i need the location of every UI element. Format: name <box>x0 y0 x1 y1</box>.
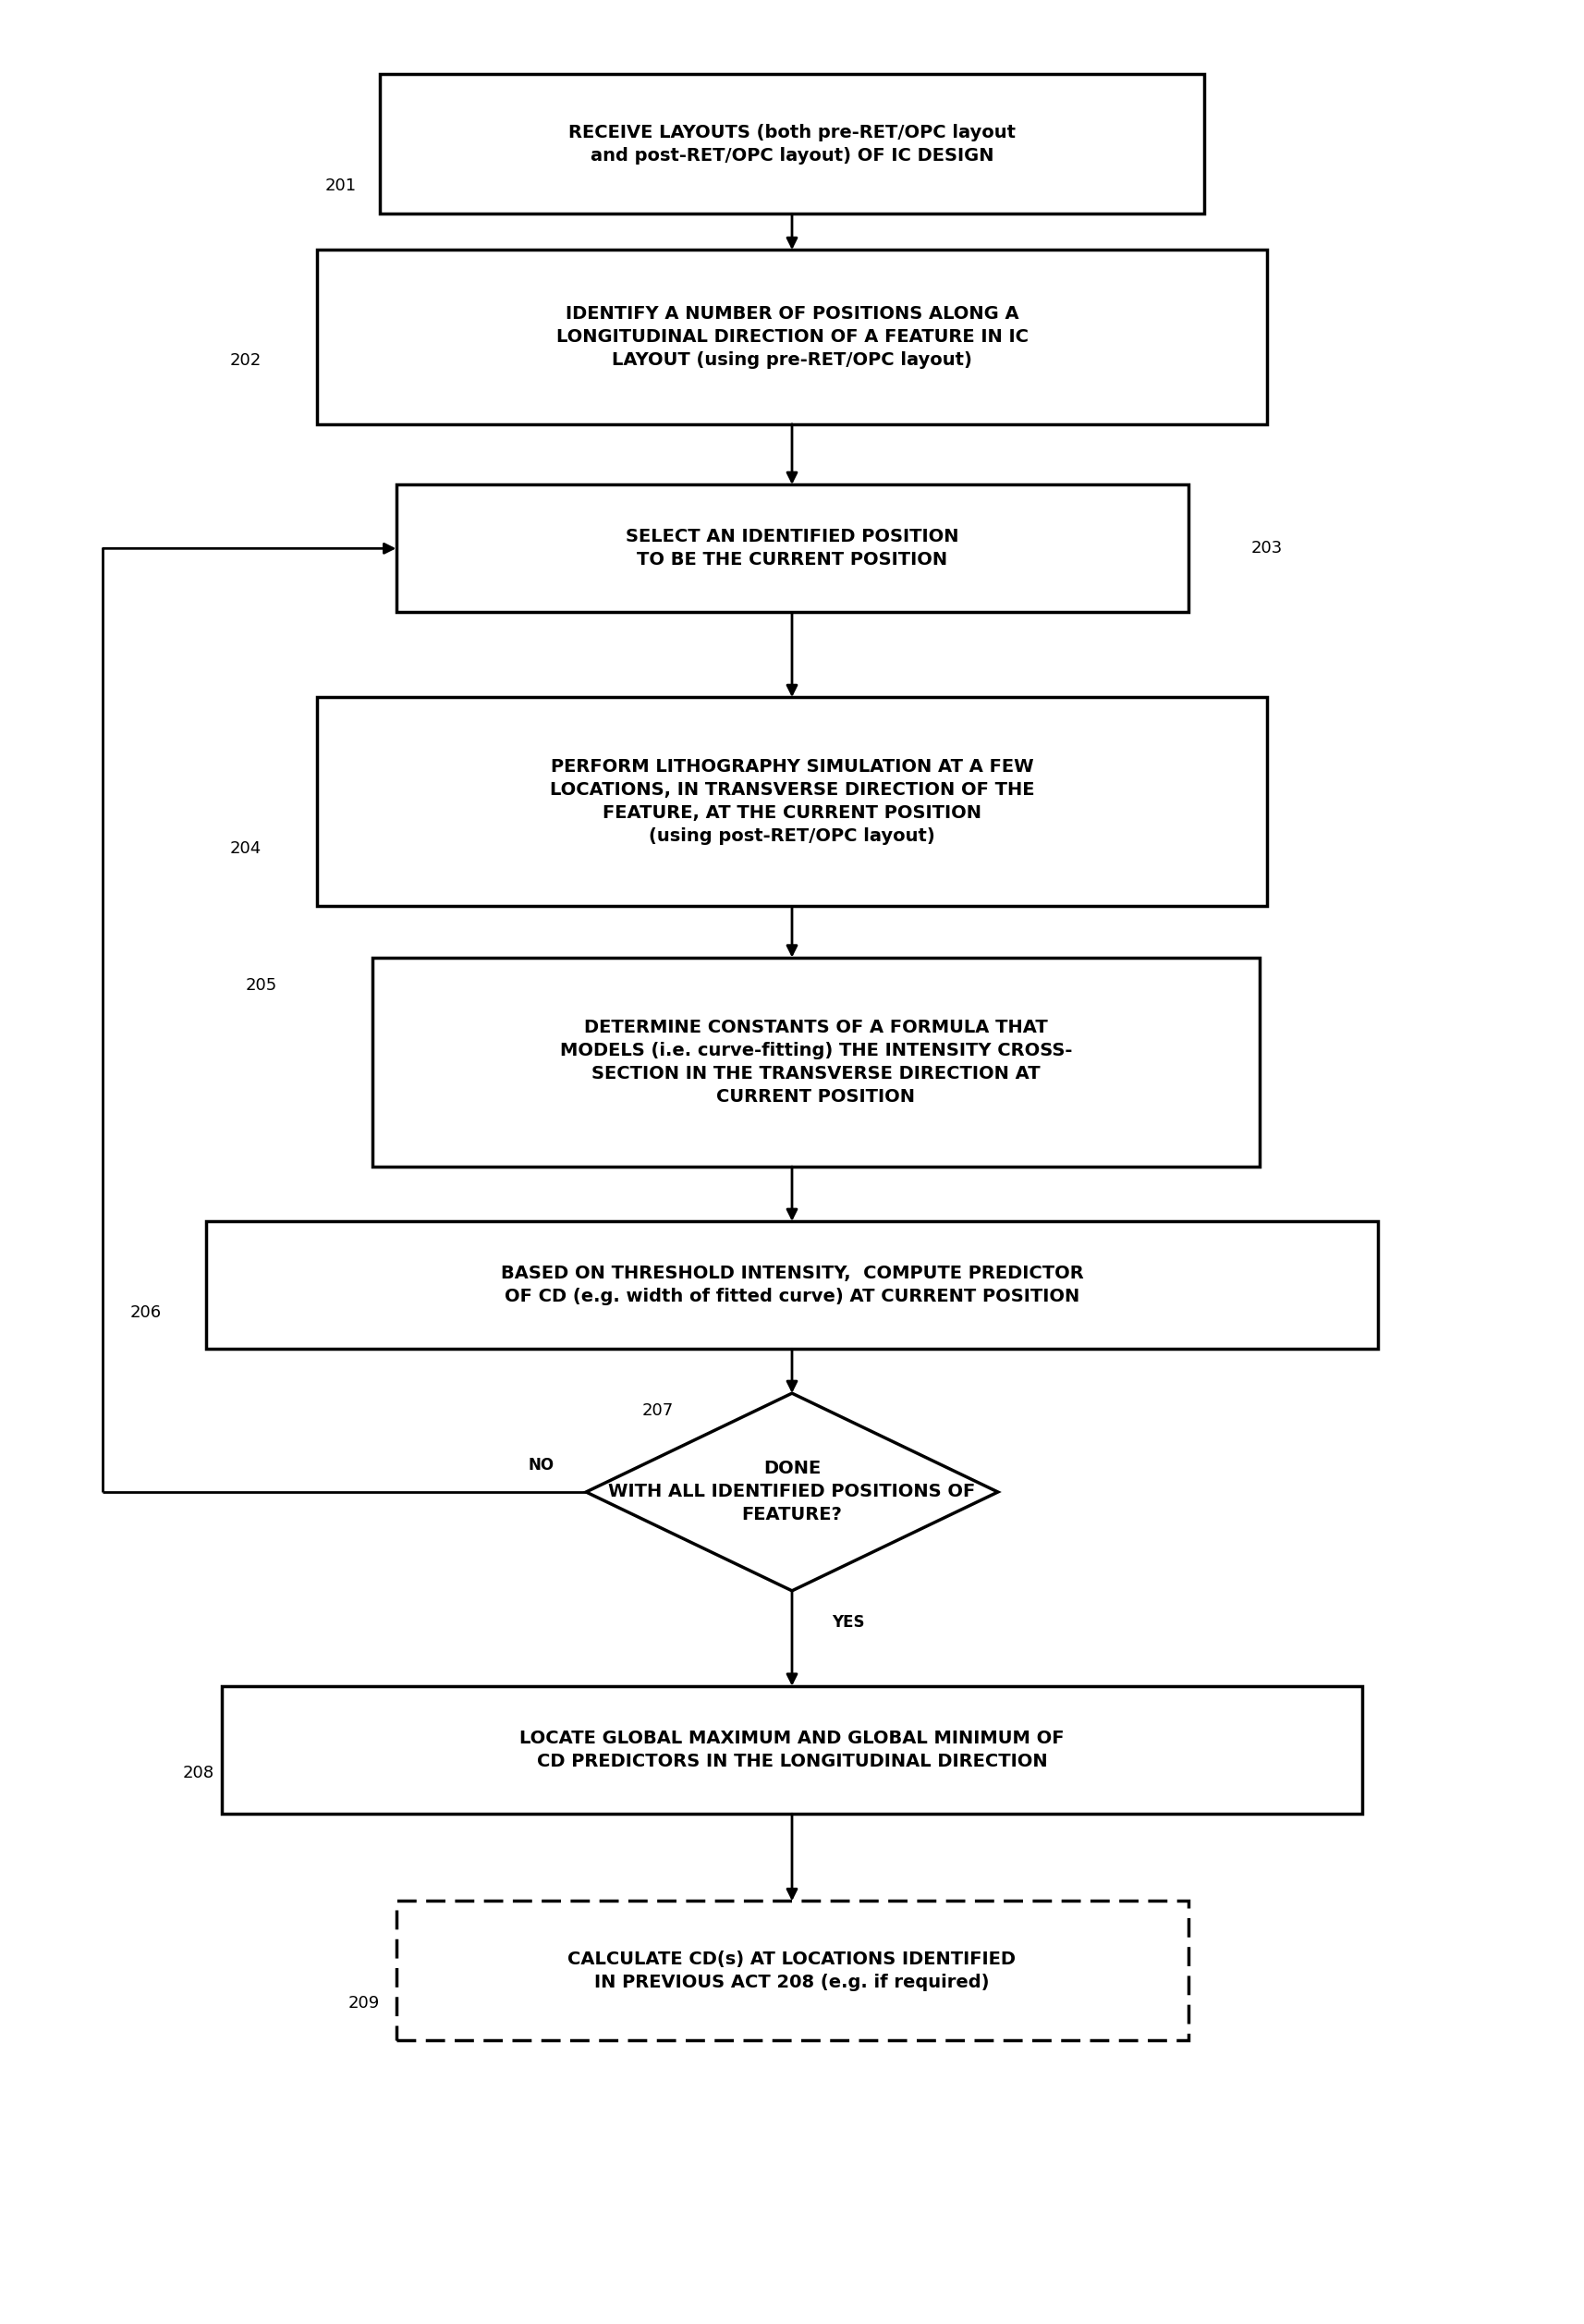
Text: BASED ON THRESHOLD INTENSITY,  COMPUTE PREDICTOR
OF CD (e.g. width of fitted cur: BASED ON THRESHOLD INTENSITY, COMPUTE PR… <box>501 1264 1083 1306</box>
FancyBboxPatch shape <box>206 1222 1378 1348</box>
FancyBboxPatch shape <box>372 957 1259 1167</box>
FancyBboxPatch shape <box>317 251 1267 423</box>
FancyBboxPatch shape <box>317 697 1267 906</box>
Text: 204: 204 <box>230 839 261 858</box>
Text: NO: NO <box>529 1457 554 1473</box>
Text: 207: 207 <box>642 1401 673 1420</box>
Text: DETERMINE CONSTANTS OF A FORMULA THAT
MODELS (i.e. curve-fitting) THE INTENSITY : DETERMINE CONSTANTS OF A FORMULA THAT MO… <box>559 1018 1072 1106</box>
Text: PERFORM LITHOGRAPHY SIMULATION AT A FEW
LOCATIONS, IN TRANSVERSE DIRECTION OF TH: PERFORM LITHOGRAPHY SIMULATION AT A FEW … <box>550 758 1034 846</box>
Text: 202: 202 <box>230 351 261 370</box>
Text: CALCULATE CD(s) AT LOCATIONS IDENTIFIED
IN PREVIOUS ACT 208 (e.g. if required): CALCULATE CD(s) AT LOCATIONS IDENTIFIED … <box>569 1950 1015 1992</box>
FancyBboxPatch shape <box>396 1901 1188 2040</box>
Text: 205: 205 <box>246 976 277 995</box>
Text: 208: 208 <box>182 1764 214 1783</box>
Text: RECEIVE LAYOUTS (both pre-RET/OPC layout
and post-RET/OPC layout) OF IC DESIGN: RECEIVE LAYOUTS (both pre-RET/OPC layout… <box>569 123 1015 165</box>
Text: IDENTIFY A NUMBER OF POSITIONS ALONG A
LONGITUDINAL DIRECTION OF A FEATURE IN IC: IDENTIFY A NUMBER OF POSITIONS ALONG A L… <box>556 304 1028 370</box>
FancyBboxPatch shape <box>396 483 1188 611</box>
Text: YES: YES <box>832 1613 865 1631</box>
Text: 201: 201 <box>325 177 356 195</box>
Polygon shape <box>586 1392 998 1590</box>
Text: DONE
WITH ALL IDENTIFIED POSITIONS OF
FEATURE?: DONE WITH ALL IDENTIFIED POSITIONS OF FE… <box>608 1459 976 1525</box>
Text: 209: 209 <box>348 1994 380 2013</box>
Text: LOCATE GLOBAL MAXIMUM AND GLOBAL MINIMUM OF
CD PREDICTORS IN THE LONGITUDINAL DI: LOCATE GLOBAL MAXIMUM AND GLOBAL MINIMUM… <box>520 1729 1064 1771</box>
Text: 203: 203 <box>1251 539 1283 558</box>
FancyBboxPatch shape <box>222 1687 1362 1813</box>
FancyBboxPatch shape <box>380 74 1204 214</box>
Text: 206: 206 <box>130 1304 162 1322</box>
Text: SELECT AN IDENTIFIED POSITION
TO BE THE CURRENT POSITION: SELECT AN IDENTIFIED POSITION TO BE THE … <box>626 528 958 569</box>
